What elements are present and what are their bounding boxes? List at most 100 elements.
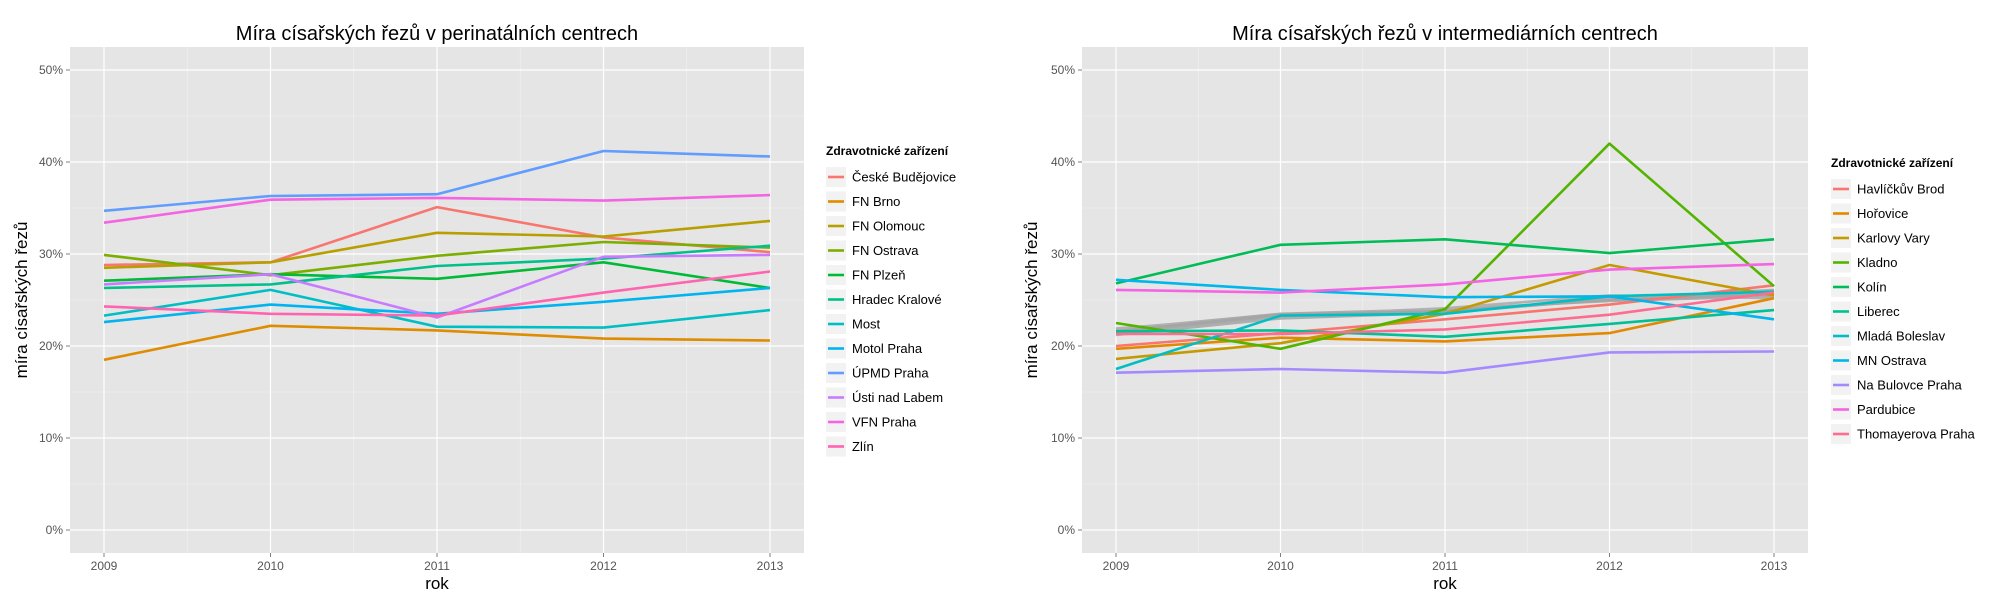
legend-item-karlovy-vary: Karlovy Vary: [1831, 228, 1930, 248]
legend-label: Pardubice: [1857, 402, 1916, 417]
legend-item-fn-brno: FN Brno: [826, 191, 900, 212]
y-tick-label: 40%: [39, 155, 63, 169]
legend-label: České Budějovice: [852, 170, 956, 185]
legend-item-zlin: Zlín: [826, 436, 874, 457]
legend-item-mlada-boleslav: Mladá Boleslav: [1831, 326, 1946, 346]
legend-item-havlickuv-brod: Havlíčkův Brod: [1831, 179, 1944, 199]
series-line-usti-nad-labem: [103, 253, 771, 319]
y-axis-intermediate: 0% 10% 20% 30% 40% 50%: [1051, 63, 1082, 537]
series-lines-intermediate: [1115, 142, 1775, 375]
series-line-na-bulovce-praha: [1115, 350, 1775, 375]
legend-item-upmd-praha: ÚPMD Praha: [826, 363, 929, 383]
series-line-vfn-praha: [103, 193, 771, 224]
y-tick-label: 30%: [1051, 247, 1075, 261]
legend-label: Karlovy Vary: [1857, 231, 1930, 246]
legend-item-thomayerova-praha: Thomayerova Praha: [1831, 424, 1976, 444]
y-tick-label: 0%: [46, 523, 64, 537]
legend-item-most: Most: [826, 314, 881, 334]
chart-panel-intermediate: Míra císařských řezů v intermediárních c…: [1022, 23, 1976, 593]
series-line-mn-ostrava: [1115, 278, 1775, 321]
x-axis-label-perinatal: rok: [425, 574, 449, 593]
series-line-havlickuv-brod: [1115, 284, 1775, 348]
legend-label: FN Ostrava: [852, 243, 919, 258]
legend-label: Motol Praha: [852, 341, 923, 356]
series-line-upmd-praha: [103, 149, 771, 213]
legend-label: FN Plzeň: [852, 268, 905, 283]
legend-item-fn-plzen: FN Plzeň: [826, 265, 905, 285]
y-tick-label: 50%: [39, 63, 63, 77]
x-tick-label: 2013: [757, 559, 784, 573]
legend-perinatal: Zdravotnické zařízení České Budějovice FN…: [826, 144, 956, 457]
chart-panel-perinatal: Míra císařských řezů v perinatálních cen…: [12, 23, 956, 593]
series-line-kolin: [1115, 238, 1775, 285]
x-tick-label: 2010: [1267, 559, 1294, 573]
series-line-fn-brno: [103, 324, 771, 362]
legend-label: Hradec Kralové: [852, 292, 942, 307]
legend-item-fn-ostrava: FN Ostrava: [826, 240, 919, 261]
series-lines-perinatal: [103, 149, 771, 362]
legend-item-hradec-kralove: Hradec Kralové: [826, 289, 942, 310]
grid-perinatal: [70, 47, 804, 553]
x-axis-intermediate: 2009 2010 2011 2012 2013: [1103, 553, 1788, 573]
x-tick-label: 2012: [1596, 559, 1623, 573]
legend-label: FN Brno: [852, 194, 900, 209]
legend-label: Liberec: [1857, 304, 1900, 319]
y-tick-label: 30%: [39, 247, 63, 261]
y-tick-label: 10%: [39, 431, 63, 445]
legend-title-perinatal: Zdravotnické zařízení: [826, 144, 949, 158]
series-line-fn-olomouc: [103, 219, 771, 270]
legend-item-pardubice: Pardubice: [1831, 399, 1916, 420]
legend-label: Na Bulovce Praha: [1857, 378, 1963, 393]
y-axis-perinatal: 0% 10% 20% 30% 40% 50%: [39, 63, 70, 537]
y-tick-label: 10%: [1051, 431, 1075, 445]
y-tick-label: 20%: [39, 339, 63, 353]
series-line-most: [103, 288, 771, 329]
legend-label: Hořovice: [1857, 206, 1908, 221]
legend-label: MN Ostrava: [1857, 353, 1927, 368]
series-line-fn-ostrava: [103, 240, 771, 277]
grid-intermediate: [1082, 47, 1808, 553]
y-tick-label: 50%: [1051, 63, 1075, 77]
legend-label: FN Olomouc: [852, 219, 925, 234]
legend-label: VFN Praha: [852, 415, 917, 430]
legend-label: Ústi nad Labem: [852, 390, 943, 405]
series-line-thomayerova-praha: [1116, 291, 1775, 336]
legend-item-fn-olomouc: FN Olomouc: [826, 216, 925, 236]
x-tick-label: 2011: [424, 559, 450, 573]
legend-label: Most: [852, 317, 881, 332]
legend-item-ceske-budejovice: České Budějovice: [826, 167, 956, 187]
y-axis-label-perinatal: míra císařských řezů: [12, 222, 31, 379]
y-tick-label: 0%: [1058, 523, 1076, 537]
x-axis-label-intermediate: rok: [1433, 574, 1457, 593]
legend-label: Kolín: [1857, 280, 1887, 295]
legend-label: Mladá Boleslav: [1857, 329, 1946, 344]
y-axis-label-intermediate: míra císařských řezů: [1022, 222, 1041, 379]
legend-label: Thomayerova Praha: [1857, 427, 1976, 442]
series-line-liberec: [1115, 308, 1775, 339]
legend-intermediate: Zdravotnické zařízení Havlíčkův Brod Hořo…: [1831, 156, 1976, 444]
legend-item-na-bulovce-praha: Na Bulovce Praha: [1831, 375, 1963, 395]
legend-label: Havlíčkův Brod: [1857, 182, 1944, 197]
y-tick-label: 40%: [1051, 155, 1075, 169]
chart-title-perinatal: Míra císařských řezů v perinatálních cen…: [236, 23, 638, 45]
legend-item-usti-nad-labem: Ústi nad Labem: [826, 387, 943, 408]
legend-label: Kladno: [1857, 255, 1897, 270]
legend-item-horovice: Hořovice: [1831, 203, 1908, 224]
chart-title-intermediate: Míra císařských řezů v intermediárních c…: [1232, 23, 1658, 45]
y-tick-label: 20%: [1051, 339, 1075, 353]
x-tick-label: 2009: [1103, 559, 1130, 573]
legend-item-vfn-praha: VFN Praha: [826, 412, 917, 432]
legend-item-liberec: Liberec: [1831, 301, 1900, 322]
legend-item-motol-praha: Motol Praha: [826, 338, 923, 359]
x-tick-label: 2010: [257, 559, 284, 573]
x-tick-label: 2011: [1432, 559, 1458, 573]
legend-item-mn-ostrava: MN Ostrava: [1831, 350, 1927, 371]
x-tick-label: 2012: [590, 559, 617, 573]
legend-item-kladno: Kladno: [1831, 252, 1897, 273]
legend-item-kolin: Kolín: [1831, 277, 1887, 297]
series-line-zlin: [103, 270, 771, 317]
legend-title-intermediate: Zdravotnické zařízení: [1831, 156, 1954, 170]
legend-label: Zlín: [852, 439, 874, 454]
x-tick-label: 2009: [91, 559, 118, 573]
